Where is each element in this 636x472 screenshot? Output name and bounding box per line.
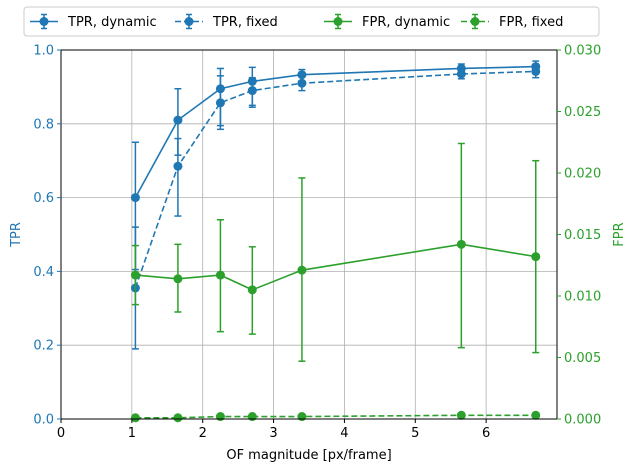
data-point: [173, 115, 183, 125]
y-axis-right-title: FPR: [612, 222, 627, 246]
legend-label: TPR, dynamic: [67, 15, 157, 30]
y-left-tick-label: 0.8: [33, 117, 54, 132]
series-line: [135, 243, 536, 291]
x-tick-label: 2: [199, 426, 207, 441]
data-point: [531, 410, 541, 420]
legend-entry-fpr-fixed: FPR, fixed: [461, 13, 563, 30]
y-left-tick-label: 1.0: [33, 44, 54, 59]
data-point: [297, 70, 307, 80]
data-point: [456, 69, 466, 79]
series-line: [134, 65, 536, 198]
x-tick-label: 4: [340, 426, 348, 441]
series-line: [135, 414, 536, 419]
data-point: [215, 270, 225, 280]
legend-label: FPR, fixed: [499, 15, 563, 30]
data-point: [247, 285, 257, 295]
legend-marker: [333, 17, 343, 26]
x-tick-label: 0: [57, 426, 65, 441]
legend-box: [23, 6, 600, 37]
y-axis-left-title: TPR: [9, 222, 24, 248]
series-line: [134, 70, 536, 289]
y-right-tick-label: 0.015: [564, 228, 601, 243]
legend-marker: [470, 17, 480, 26]
data-point: [173, 413, 183, 423]
y-right-tick-label: 0.020: [564, 167, 601, 182]
data-point: [215, 98, 225, 108]
y-left-tick-label: 0.0: [33, 413, 54, 428]
series-tpr-fixed: [130, 64, 541, 350]
data-point: [531, 66, 541, 76]
legend-entry-tpr-dynamic: TPR, dynamic: [30, 13, 157, 30]
legend-entry-fpr-dynamic: FPR, dynamic: [324, 13, 450, 30]
y-left-tick-label: 0.4: [33, 265, 54, 280]
data-point: [173, 161, 183, 171]
data-point: [173, 274, 183, 284]
x-axis-title: OF magnitude [px/frame]: [226, 448, 391, 463]
y-right-tick-label: 0.025: [564, 105, 601, 120]
axes: 0 1 2 3 4 5 6 0.0 0.2 0.4 0.6 0.8 1.0 0.000 0.005 0.010…: [33, 44, 601, 442]
series-fpr-fixed: [130, 410, 541, 423]
y-right-tick-label: 0.000: [564, 413, 601, 428]
data-point: [247, 412, 257, 422]
legend: TPR, dynamic TPR, fixed FPR, dynamic FPR, f…: [23, 6, 600, 37]
series-tpr-dynamic: [130, 60, 541, 271]
data-point: [130, 270, 140, 280]
data-point: [297, 78, 307, 88]
data-point: [456, 239, 466, 249]
data-point: [297, 412, 307, 422]
data-point: [130, 193, 140, 203]
series-layer: [130, 60, 541, 423]
x-tick-label: 1: [128, 426, 136, 441]
x-tick-label: 3: [269, 426, 277, 441]
x-tick-label: 5: [411, 426, 419, 441]
legend-label: FPR, dynamic: [362, 15, 450, 30]
series-fpr-dynamic: [130, 142, 541, 362]
y-left-tick-label: 0.2: [33, 339, 54, 354]
data-point: [130, 413, 140, 423]
legend-marker: [184, 17, 194, 26]
x-tick-label: 6: [482, 426, 490, 441]
y-right-tick-label: 0.030: [564, 44, 601, 59]
y-right-tick-label: 0.010: [564, 290, 601, 305]
data-point: [456, 410, 466, 420]
data-point: [215, 412, 225, 422]
y-left-tick-label: 0.6: [33, 191, 54, 206]
data-point: [531, 252, 541, 262]
legend-marker: [39, 17, 49, 26]
data-point: [247, 86, 257, 96]
data-point: [297, 265, 307, 275]
y-right-tick-label: 0.005: [564, 351, 601, 366]
legend-entry-tpr-fixed: TPR, fixed: [175, 13, 278, 30]
legend-label: TPR, fixed: [212, 15, 278, 30]
